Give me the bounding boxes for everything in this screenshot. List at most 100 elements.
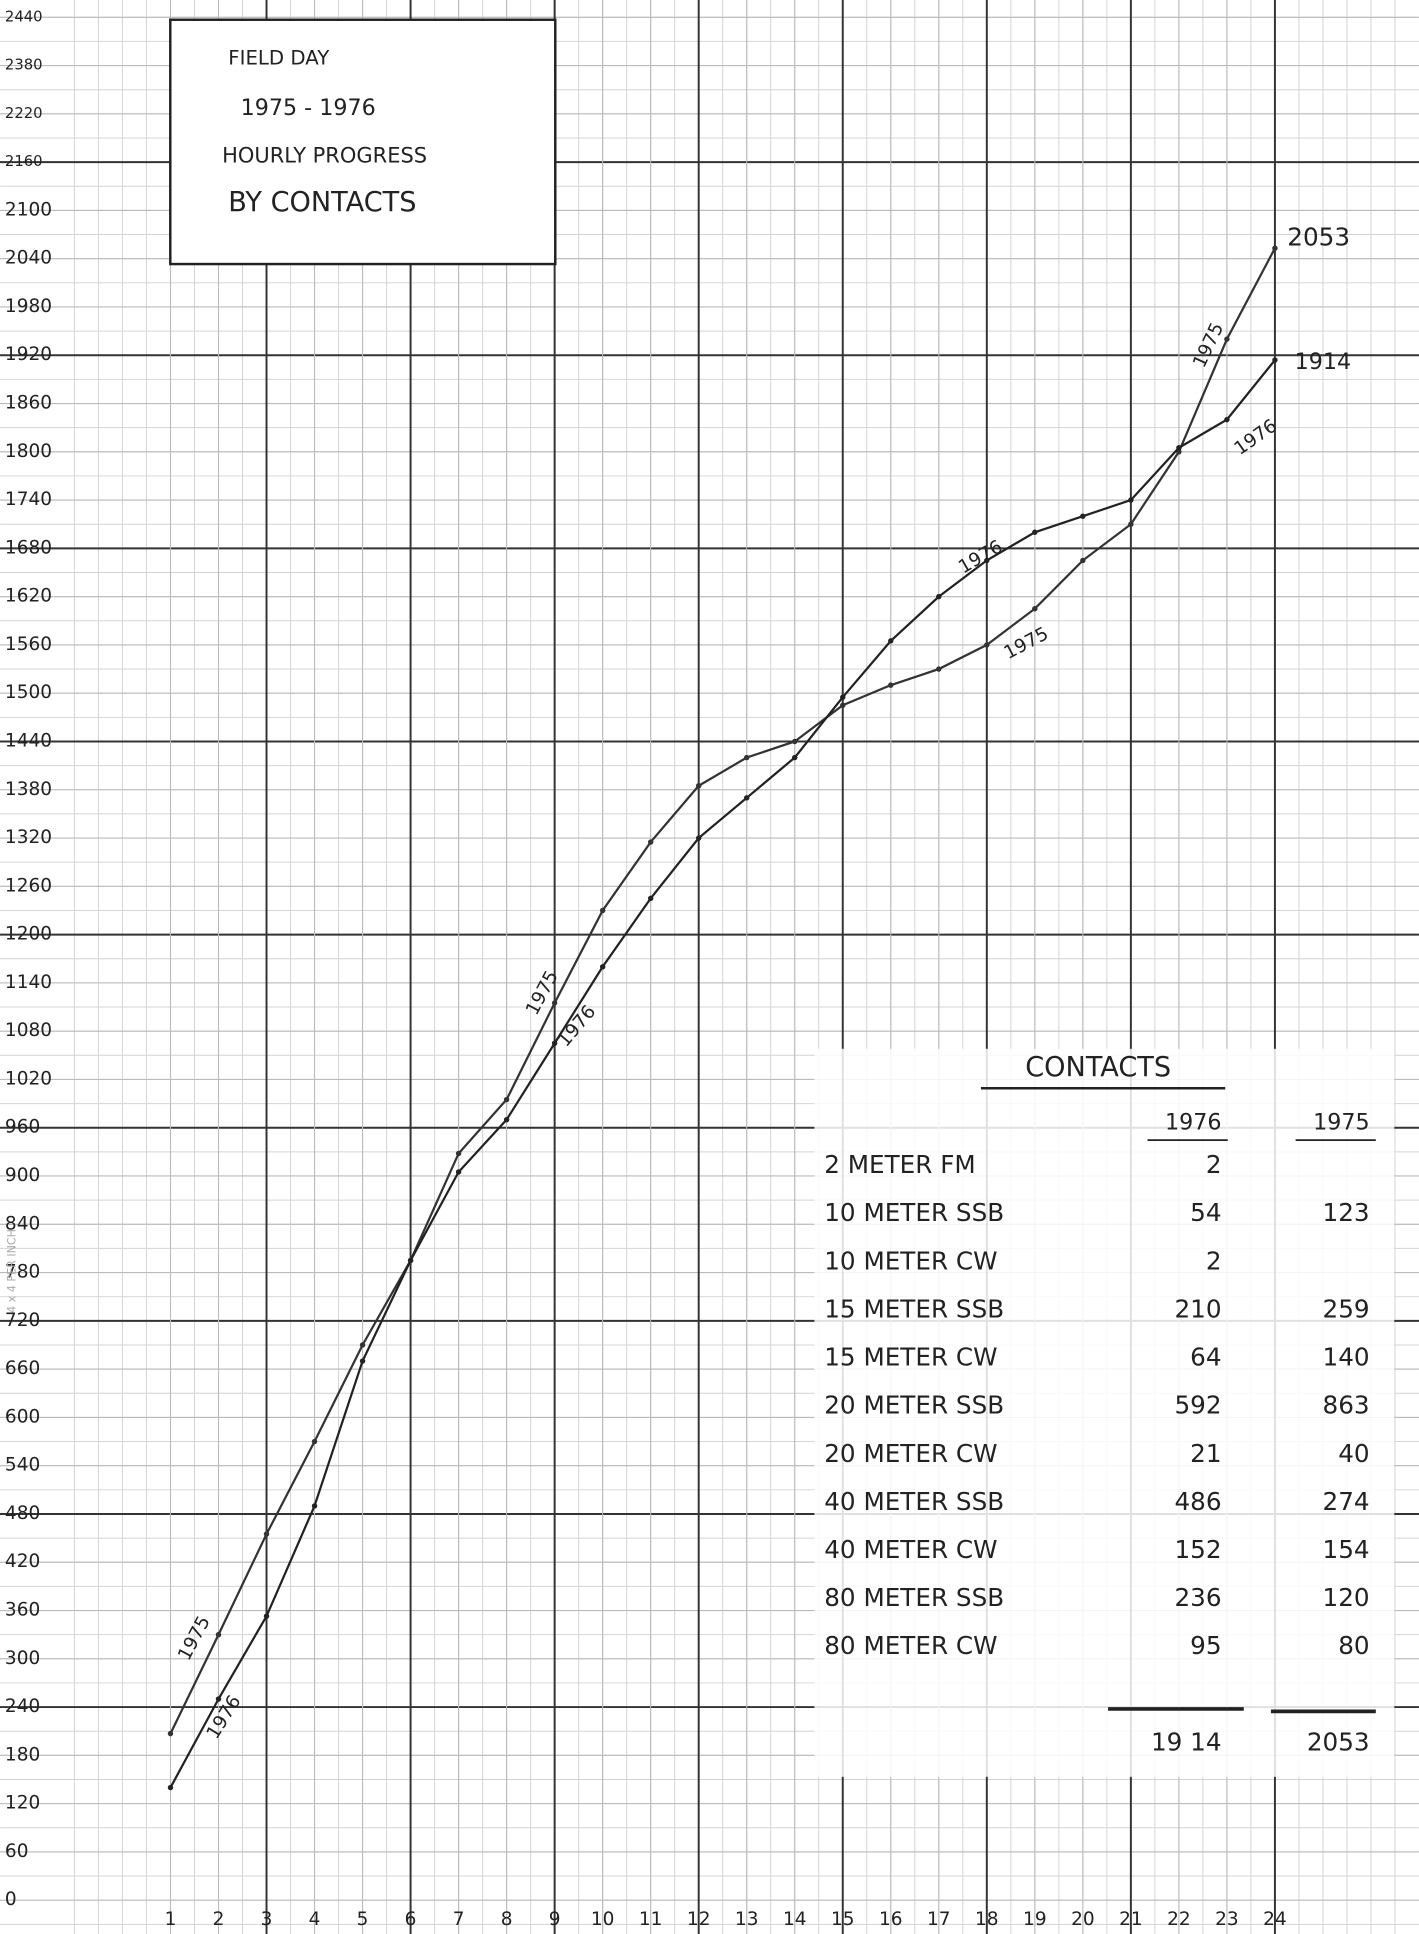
y-tick-label: 960 [5, 1117, 40, 1138]
data-point [1128, 497, 1133, 502]
x-tick-label: 11 [639, 1909, 663, 1930]
chart: 0601201802403003604204805406006607207808… [0, 0, 1419, 1934]
data-point [1032, 606, 1037, 611]
row-label: 80 METER CW [824, 1631, 997, 1660]
y-tick-label: 1500 [5, 682, 52, 703]
y-tick-label: 180 [5, 1744, 40, 1765]
data-point [456, 1169, 461, 1174]
data-point [360, 1358, 365, 1363]
row-label: 10 METER SSB [824, 1198, 1004, 1227]
y-tick-label: 2100 [5, 199, 52, 220]
data-point [552, 1000, 557, 1005]
data-point [840, 695, 845, 700]
y-tick-label: 1680 [5, 537, 52, 558]
title-line: FIELD DAY [228, 47, 330, 70]
y-tick-label: 720 [5, 1310, 40, 1331]
row-label: 15 METER SSB [824, 1294, 1004, 1323]
data-point [840, 703, 845, 708]
y-tick-label: 240 [5, 1696, 40, 1717]
title-line: HOURLY PROGRESS [222, 144, 427, 168]
data-point [1272, 357, 1277, 362]
data-point [312, 1439, 317, 1444]
data-point [1080, 513, 1085, 518]
y-tick-label: 2440 [5, 8, 43, 25]
data-point [1128, 521, 1133, 526]
table-cell: 2 [1206, 1246, 1222, 1275]
x-tick-label: 21 [1119, 1909, 1143, 1930]
x-tick-label: 7 [453, 1909, 465, 1930]
row-label: 20 METER CW [824, 1439, 997, 1468]
data-point [600, 908, 605, 913]
row-label: 15 METER CW [824, 1343, 997, 1372]
x-tick-label: 9 [549, 1909, 561, 1930]
data-point [1272, 245, 1277, 250]
row-label: 2 METER FM [824, 1150, 975, 1179]
data-point [264, 1531, 269, 1536]
data-point [216, 1632, 221, 1637]
table-cell: 863 [1323, 1391, 1370, 1420]
table-cell: 123 [1323, 1198, 1370, 1227]
y-tick-label: 2220 [5, 105, 43, 122]
data-point [456, 1151, 461, 1156]
data-point [696, 783, 701, 788]
data-point [744, 795, 749, 800]
table-cell: 21 [1190, 1439, 1221, 1468]
page: 0601201802403003604204805406006607207808… [0, 0, 1419, 1934]
y-tick-label: 60 [5, 1841, 29, 1862]
y-tick-label: 1800 [5, 441, 52, 462]
data-point [168, 1785, 173, 1790]
data-point [600, 964, 605, 969]
data-point [792, 755, 797, 760]
y-tick-label: 1260 [5, 875, 52, 896]
x-tick-label: 2 [213, 1909, 225, 1930]
x-tick-label: 17 [927, 1909, 951, 1930]
y-tick-label: 1740 [5, 489, 52, 510]
x-tick-label: 23 [1215, 1909, 1239, 1930]
data-point [936, 594, 941, 599]
row-label: 20 METER SSB [824, 1391, 1004, 1420]
table-cell: 80 [1338, 1631, 1369, 1660]
x-tick-label: 3 [261, 1909, 273, 1930]
y-tick-label: 1380 [5, 779, 52, 800]
column-header: 1976 [1165, 1109, 1222, 1135]
data-point [504, 1117, 509, 1122]
x-tick-label: 10 [591, 1909, 615, 1930]
y-tick-label: 2160 [5, 153, 43, 170]
table-cell: 120 [1323, 1583, 1370, 1612]
y-tick-label: 0 [5, 1889, 17, 1910]
x-tick-label: 15 [831, 1909, 855, 1930]
y-tick-label: 540 [5, 1455, 40, 1476]
data-point [1224, 417, 1229, 422]
x-tick-label: 5 [357, 1909, 369, 1930]
table-cell: 259 [1323, 1294, 1370, 1323]
x-tick-label: 16 [879, 1909, 903, 1930]
x-tick-label: 19 [1023, 1909, 1047, 1930]
y-tick-label: 1140 [5, 972, 52, 993]
data-point [936, 666, 941, 671]
data-point [168, 1731, 173, 1736]
column-header: 1975 [1313, 1109, 1370, 1135]
y-tick-label: 1020 [5, 1068, 52, 1089]
data-point [360, 1342, 365, 1347]
table-cell: 592 [1175, 1391, 1222, 1420]
data-point [1032, 530, 1037, 535]
y-tick-label: 1440 [5, 730, 52, 751]
x-tick-label: 14 [783, 1909, 807, 1930]
y-tick-label: 1860 [5, 393, 52, 414]
row-label: 10 METER CW [824, 1246, 997, 1275]
row-label: 40 METER CW [824, 1535, 997, 1564]
data-point [984, 642, 989, 647]
data-point [1080, 558, 1085, 563]
table-cell: 40 [1338, 1439, 1369, 1468]
table-cell: 95 [1190, 1631, 1221, 1660]
y-tick-label: 300 [5, 1648, 40, 1669]
row-label: 80 METER SSB [824, 1583, 1004, 1612]
title-line: BY CONTACTS [228, 187, 416, 218]
title-line: 1975 - 1976 [241, 95, 376, 121]
data-point [888, 638, 893, 643]
table-total: 2053 [1307, 1727, 1370, 1756]
data-point [648, 896, 653, 901]
data-point [408, 1258, 413, 1263]
table-cell: 54 [1190, 1198, 1221, 1227]
y-tick-label: 1920 [5, 344, 52, 365]
